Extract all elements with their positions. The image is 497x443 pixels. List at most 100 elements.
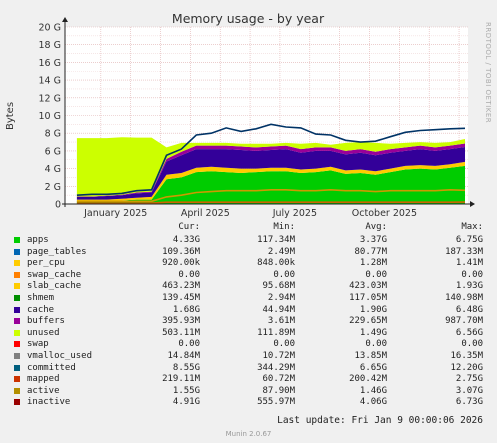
legend-row-mapped: mapped 219.11M 60.72M 200.42M 2.75G bbox=[0, 374, 497, 385]
y-tick-label: 2 G bbox=[45, 182, 61, 193]
legend-avg: 3.37G bbox=[359, 235, 387, 245]
y-tick-label: 12 G bbox=[39, 93, 61, 104]
legend-swatch bbox=[14, 387, 20, 394]
area-apps bbox=[76, 165, 466, 204]
legend-min: 0.00 bbox=[273, 339, 295, 350]
x-axis-arrow bbox=[470, 201, 475, 207]
x-tick-label: July 2025 bbox=[272, 208, 317, 219]
y-tick-label: 8 G bbox=[45, 129, 61, 140]
munin-version: Munin 2.0.67 bbox=[225, 430, 272, 438]
area-cache bbox=[76, 147, 466, 200]
legend-avg: 4.06G bbox=[359, 397, 387, 408]
legend-cur: 503.11M bbox=[162, 327, 200, 338]
legend-name: swap bbox=[27, 339, 49, 350]
legend-cur: 4.91G bbox=[172, 397, 200, 408]
legend-max: 987.70M bbox=[445, 316, 483, 327]
header-max: Max: bbox=[461, 222, 483, 232]
legend-swatch bbox=[14, 399, 20, 406]
y-tick-label: 4 G bbox=[45, 164, 61, 175]
legend-swatch bbox=[14, 248, 20, 255]
legend-min: 3.61M bbox=[267, 316, 295, 327]
legend-cur: 8.55G bbox=[172, 362, 200, 373]
legend-max: 12.20G bbox=[450, 362, 483, 373]
legend-avg: 423.03M bbox=[349, 281, 387, 292]
legend-max: 2.75G bbox=[455, 374, 483, 385]
legend-cur: 0.00 bbox=[178, 269, 200, 280]
legend-cur: 463.23M bbox=[162, 281, 200, 292]
legend-row-unused: unused 503.11M 111.89M 1.49G 6.56G bbox=[0, 328, 497, 339]
legend-name: slab_cache bbox=[27, 281, 82, 292]
y-axis-label: Bytes bbox=[5, 102, 16, 130]
legend-avg: 13.85M bbox=[354, 351, 387, 361]
line-active bbox=[76, 188, 466, 203]
legend-cur: 219.11M bbox=[162, 374, 200, 385]
legend-min: 555.97M bbox=[257, 397, 295, 408]
header-cur: Cur: bbox=[178, 222, 200, 232]
legend-cur: 0.00 bbox=[178, 339, 200, 350]
legend-max: 6.73G bbox=[455, 397, 483, 408]
legend-swatch bbox=[14, 260, 20, 267]
line-mapped bbox=[76, 201, 466, 204]
legend-avg: 117.05M bbox=[349, 293, 387, 303]
legend-name: unused bbox=[27, 327, 60, 338]
line-series bbox=[76, 123, 466, 204]
legend-swatch bbox=[14, 341, 20, 348]
chart-title: Memory usage - by year bbox=[172, 11, 325, 26]
header-avg: Avg: bbox=[365, 222, 387, 232]
legend-swatch bbox=[14, 306, 20, 313]
y-tick-label: 16 G bbox=[39, 58, 61, 69]
legend-avg: 6.65G bbox=[359, 362, 387, 373]
legend-max: 16.35M bbox=[450, 351, 483, 361]
legend-max: 1.93G bbox=[455, 281, 483, 292]
y-tick-label: 18 G bbox=[39, 40, 61, 51]
legend-row-inactive: inactive 4.91G 555.97M 4.06G 6.73G bbox=[0, 397, 497, 408]
legend-min: 344.29M bbox=[257, 362, 295, 373]
y-tick-label: 10 G bbox=[39, 111, 61, 122]
legend-cur: 1.55G bbox=[172, 385, 200, 396]
x-tick-label: October 2025 bbox=[352, 208, 417, 219]
legend-min: 848.00k bbox=[257, 258, 295, 269]
legend-row-apps: apps 4.33G 117.34M 3.37G 6.75G bbox=[0, 235, 497, 246]
legend-swatch bbox=[14, 353, 20, 359]
legend-min: 0.00 bbox=[273, 269, 295, 280]
legend-swatch bbox=[14, 295, 20, 301]
legend-min: 2.94M bbox=[267, 293, 295, 303]
legend-cur: 14.84M bbox=[167, 351, 200, 361]
legend-row-vmalloc-used: vmalloc_used 14.84M 10.72M 13.85M 16.35M bbox=[0, 351, 497, 362]
x-tick-label: January 2025 bbox=[83, 208, 147, 219]
legend-avg: 1.46G bbox=[359, 385, 387, 396]
legend-min: 2.49M bbox=[267, 246, 295, 257]
legend-avg: 229.65M bbox=[349, 316, 387, 327]
legend-min: 44.94M bbox=[262, 304, 295, 315]
legend-name: swap_cache bbox=[27, 269, 82, 280]
legend-row-committed: committed 8.55G 344.29M 6.65G 12.20G bbox=[0, 363, 497, 374]
legend-avg: 0.00 bbox=[365, 269, 387, 280]
legend-min: 95.68M bbox=[262, 281, 295, 292]
legend-avg: 200.42M bbox=[349, 374, 387, 385]
legend-min: 10.72M bbox=[262, 351, 295, 361]
legend-min: 111.89M bbox=[257, 327, 295, 338]
y-tick-label: 6 G bbox=[45, 146, 61, 157]
legend-cur: 109.36M bbox=[162, 246, 200, 257]
legend-header: Cur: Min: Avg: Max: bbox=[0, 222, 497, 233]
legend-name: active bbox=[27, 385, 60, 396]
legend-swatch bbox=[14, 237, 20, 243]
legend-max: 3.07G bbox=[455, 385, 483, 396]
legend-name: mapped bbox=[27, 374, 60, 385]
area-slab-cache bbox=[76, 161, 466, 202]
legend-row-slab-cache: slab_cache 463.23M 95.68M 423.03M 1.93G bbox=[0, 281, 497, 292]
legend-name: vmalloc_used bbox=[27, 351, 93, 361]
legend-max: 0.00 bbox=[461, 269, 483, 280]
legend-swatch bbox=[14, 376, 20, 383]
y-axis-arrow bbox=[62, 17, 68, 22]
x-tick-label: April 2025 bbox=[181, 208, 230, 219]
line-committed bbox=[76, 123, 466, 196]
area-buffers bbox=[76, 143, 466, 197]
legend-avg: 1.90G bbox=[359, 304, 387, 315]
legend-row-buffers: buffers 395.93M 3.61M 229.65M 987.70M bbox=[0, 316, 497, 327]
legend-cur: 4.33G bbox=[172, 235, 200, 245]
legend-min: 60.72M bbox=[262, 374, 295, 385]
legend-max: 6.48G bbox=[455, 304, 483, 315]
legend-swatch bbox=[14, 364, 20, 371]
legend-row-cache: cache 1.68G 44.94M 1.90G 6.48G bbox=[0, 305, 497, 316]
